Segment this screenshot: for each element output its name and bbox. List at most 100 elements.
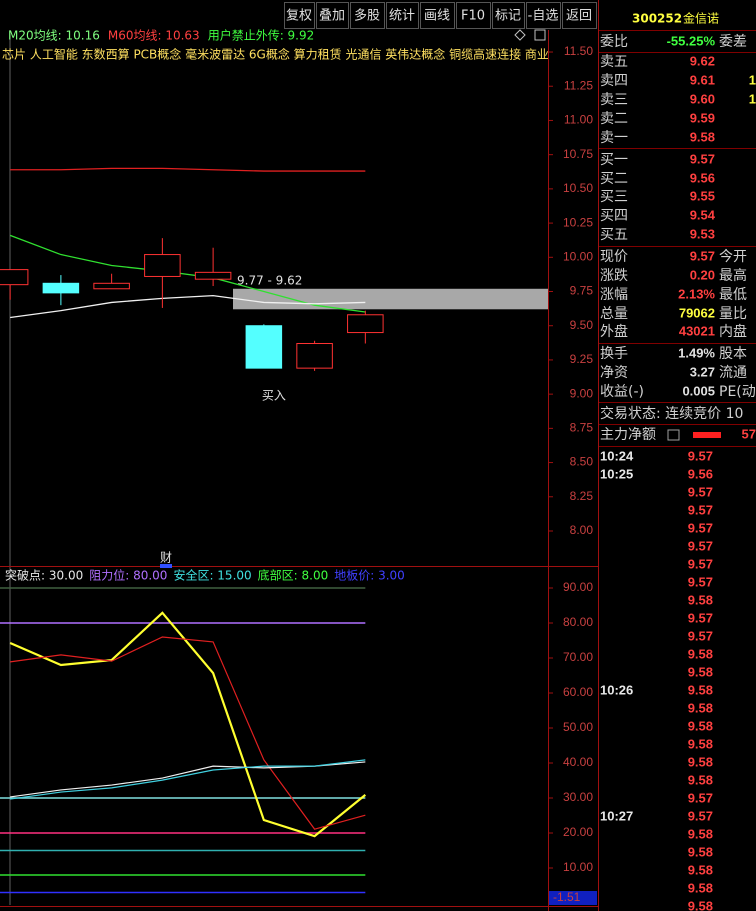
y-tick-label: 60.00 [563,685,593,699]
trade-price: 9.57 [688,628,713,643]
y-tick-label: 10.00 [563,860,593,874]
quote-value: 9.54 [690,207,716,222]
y-tick-label: 11.50 [564,44,593,58]
quote-label: 卖三 [600,92,628,108]
trade-price: 9.57 [688,448,713,463]
trade-price: 9.58 [688,664,713,679]
trade-price: 9.58 [688,772,713,787]
trade-price: 9.58 [688,700,713,715]
toolbar-button[interactable] [562,2,597,29]
stock-name: 金信诺 [683,11,719,26]
quote-label: 收益(-) [600,384,644,400]
trade-price: 9.58 [688,898,713,911]
indicator-legend: 底部区: 8.00 [258,568,329,583]
toolbar-button[interactable] [386,2,419,29]
y-tick-label: 80.00 [563,615,593,629]
stock-code: 300252 [632,12,682,26]
trade-price: 9.57 [688,574,713,589]
signal-label: 买入 [262,389,286,403]
toolbar-button[interactable] [456,2,491,29]
toolbar-button-label[interactable]: 返回 [566,9,592,24]
trade-price: 9.57 [688,556,713,571]
y-tick-label: 20.00 [563,825,593,839]
y-tick-label: 8.75 [570,421,594,435]
trade-price: 9.58 [688,754,713,769]
y-tick-label: 10.00 [563,249,593,263]
icon[interactable] [514,29,526,41]
trade-price: 9.57 [688,538,713,553]
y-tick-label: 11.25 [564,78,593,92]
trade-price: 9.57 [688,790,713,805]
toolbar-button[interactable] [316,2,349,29]
toolbar-button-label[interactable]: -自选 [528,9,559,24]
toolbar-button-label[interactable]: F10 [461,9,485,24]
quote-label: 最低 [719,287,747,303]
y-tick-label: 9.00 [570,386,594,400]
ma-line [10,167,366,172]
candle-body [245,325,283,369]
quote-label: 内盘 [719,323,747,340]
ma-line [9,234,366,313]
toolbar-button[interactable] [420,2,455,29]
icon[interactable] [534,29,546,41]
quote-value: 1.49% [678,345,715,360]
quote-value: 9.60 [690,91,715,106]
main-flow-label: 主力净额 [600,427,656,443]
trade-price: 9.58 [688,862,713,877]
trade-price: 9.58 [688,880,713,895]
y-tick-label: 11.00 [564,113,593,127]
quote-label: 卖二 [600,111,628,127]
main-flow-icon[interactable] [667,429,680,441]
trade-price: 9.58 [688,826,713,841]
quote-value: 9.56 [690,170,715,185]
toolbar-button[interactable] [526,2,561,29]
quote-value: -55.25% [667,33,716,48]
quote-label: 现价 [600,249,628,265]
quote-label: 买一 [600,152,628,168]
toolbar-button[interactable] [284,2,315,29]
quote-label: 最高 [719,267,747,284]
quote-label: 委差 [719,34,747,50]
trade-price: 9.56 [688,466,713,481]
quote-label: 总量 [600,306,628,322]
trade-price: 9.58 [688,718,713,733]
y-tick-label: 50.00 [563,720,593,734]
y-tick-label: 10.50 [563,181,593,195]
quote-label: 买二 [600,171,628,187]
trade-price: 9.57 [688,502,713,517]
quote-value: 0.20 [690,267,715,282]
toolbar-button[interactable] [492,2,525,29]
toolbar-button-label[interactable]: 画线 [424,9,450,24]
quote-label: 换手 [600,345,628,362]
ma-label: M20均线: 10.16 [8,29,100,43]
main-flow-bar [693,432,721,438]
quote-value: 1 [749,91,756,106]
toolbar-button-label[interactable]: 标记 [495,9,521,24]
quote-label: 委比 [600,34,628,50]
quote-value: 9.59 [690,110,715,125]
candle-body [93,282,130,290]
y-tick-label: 70.00 [563,650,593,664]
indicator-legend: 地板价: 3.00 [334,569,405,583]
event-label: 财 [160,551,172,565]
quote-label: 买三 [600,189,628,205]
trade-time: 10:25 [600,466,633,481]
toolbar-button-label[interactable]: 叠加 [319,9,345,24]
indicator-line [10,636,366,830]
indicator-legend: 安全区: 15.00 [173,568,251,583]
toolbar-button-label[interactable]: 复权 [286,8,312,24]
toolbar-button[interactable] [350,2,385,29]
quote-value: 9.53 [690,226,715,241]
toolbar-button-label[interactable]: 统计 [389,9,415,24]
y-tick-label: 30.00 [563,790,593,804]
trade-price: 9.58 [688,592,713,607]
y-tick-label: 90.00 [563,580,593,594]
main-flow-value: 57 [742,426,756,441]
quote-value: 79062 [679,305,715,320]
quote-label: 量比 [719,306,747,322]
toolbar-button-label[interactable]: 多股 [354,8,380,24]
y-tick-label: 9.50 [570,318,594,332]
candle-body [296,343,333,369]
